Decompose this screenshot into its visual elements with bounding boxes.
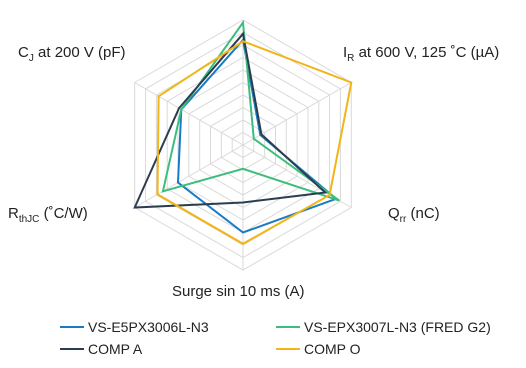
axis-label-rthjc: RthJC (˚C/W) (8, 205, 88, 225)
axis-label-surge: Surge sin 10 ms (A) (172, 283, 305, 300)
series-line-3 (156, 40, 353, 245)
series-line-1 (161, 19, 340, 202)
grid-spoke (134, 144, 244, 208)
radar-series (133, 19, 353, 245)
series-line-2 (133, 31, 328, 209)
grid-spoke (134, 82, 244, 146)
axis-label-cj: CJ at 200 V (pF) (18, 44, 126, 64)
axis-label-qrr: Qrr (nC) (388, 205, 440, 225)
axis-label-ir: IR at 600 V, 125 ˚C (µA) (343, 44, 499, 64)
